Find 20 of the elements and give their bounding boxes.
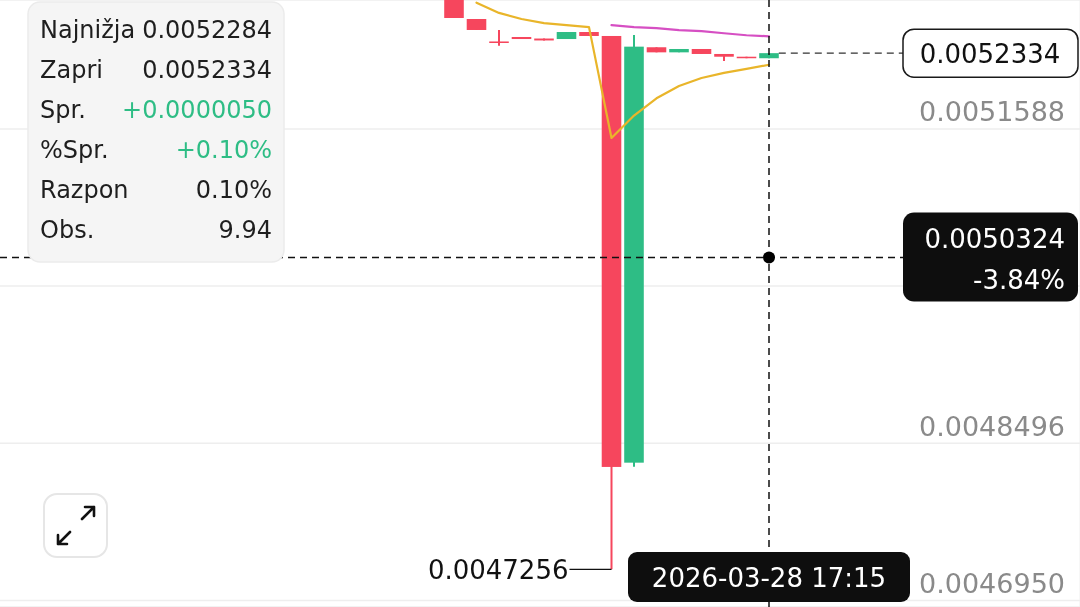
text: +0.10%: [175, 136, 272, 164]
annotation: 2026-03-28 17:15: [651, 563, 887, 593]
text: Razpon: [40, 176, 129, 204]
text: Spr.: [40, 96, 86, 124]
y-tick-label: 0.0051588: [918, 96, 1065, 128]
text: Obs.: [40, 216, 95, 244]
text: 0.0052284: [142, 16, 272, 44]
ref-line-label: 0.0050324: [924, 224, 1065, 255]
text: %Spr.: [40, 136, 109, 164]
y-tick-label: 0.0046950: [918, 567, 1065, 599]
text: 9.94: [218, 216, 272, 244]
text: 0.0052334: [142, 56, 272, 84]
text: -3.84%: [973, 265, 1065, 296]
text: +0.0000050: [122, 96, 272, 124]
text: Zapri: [40, 56, 103, 84]
y-tick-label: 0.0048496: [918, 410, 1065, 442]
text: Najnižja: [40, 16, 136, 44]
ref-line-label: 0.0052334: [919, 39, 1061, 70]
annotation: 0.0047256: [427, 555, 569, 586]
text: 0.10%: [195, 176, 272, 204]
